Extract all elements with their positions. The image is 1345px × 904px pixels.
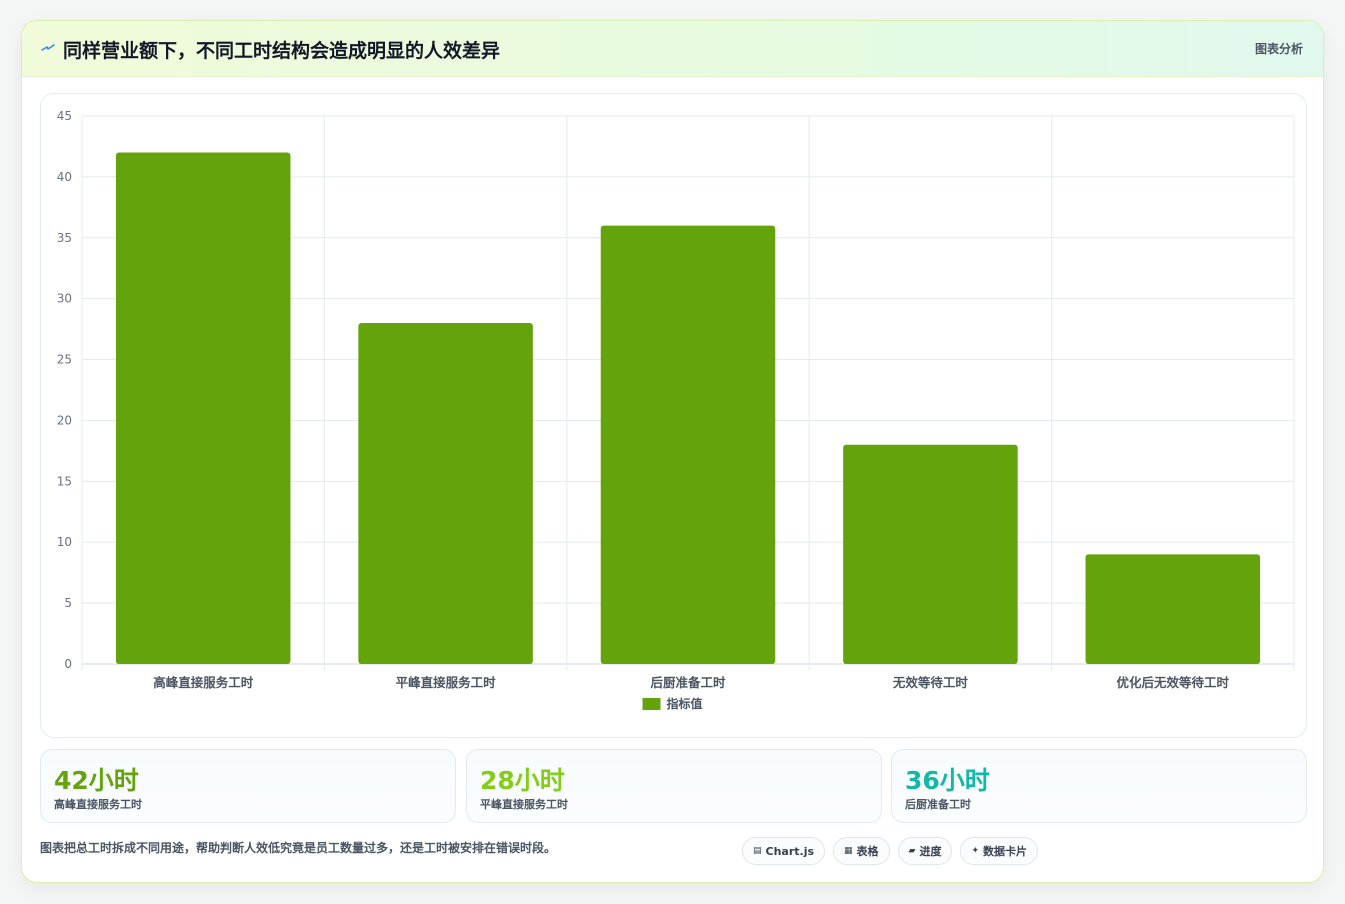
y-tick-label: 10	[57, 535, 72, 549]
chip-chartjs[interactable]: ▤ Chart.js	[742, 837, 826, 865]
bar-chart: 0 5 10 15 20 25 30 35 40 45 高峰直接服务工时 平峰直接服务工时 后厨准备工时…	[57, 109, 1295, 711]
kpi-value: 42小时	[54, 766, 139, 795]
kpi-card-offpeak: 28小时 平峰直接服务工时	[466, 749, 882, 823]
kpi-value: 28小时	[480, 766, 565, 795]
chart-icon: ▤	[753, 846, 762, 856]
x-tick-label: 优化后无效等待工时	[1117, 675, 1230, 690]
bar	[1085, 554, 1261, 664]
y-tick-label: 20	[57, 413, 72, 427]
table-icon: ▦	[844, 846, 853, 856]
x-tick-label: 平峰直接服务工时	[396, 675, 497, 690]
legend-swatch	[642, 698, 661, 710]
bar	[600, 225, 776, 664]
x-tick-label: 高峰直接服务工时	[153, 675, 254, 690]
feature-chips: ▤ Chart.js ▦ 表格 ▰ 进度 ✦ 数据卡片	[742, 837, 1039, 866]
chart-panel: 0 5 10 15 20 25 30 35 40 45 高峰直接服务工时 平峰直接服务工时 后厨准备工时…	[40, 93, 1307, 738]
kpi-label: 后厨准备工时	[905, 798, 971, 811]
y-tick-label: 5	[64, 596, 72, 610]
x-tick-label: 无效等待工时	[892, 675, 969, 690]
lightning-icon	[41, 44, 55, 51]
card-header: 同样营业额下，不同工时结构会造成明显的人效差异 图表分析	[22, 21, 1323, 77]
chip-label: 表格	[856, 845, 879, 858]
sparkle-icon: ✦	[971, 846, 980, 856]
y-tick-label: 25	[57, 353, 72, 367]
progress-icon: ▰	[908, 846, 916, 856]
y-tick-label: 0	[64, 657, 72, 671]
y-tick-label: 40	[57, 170, 72, 184]
card-title: 同样营业额下，不同工时结构会造成明显的人效差异	[63, 40, 501, 62]
kpi-label: 高峰直接服务工时	[54, 798, 142, 811]
chip-progress[interactable]: ▰ 进度	[897, 837, 953, 865]
chip-label: 数据卡片	[983, 845, 1028, 858]
y-tick-label: 15	[57, 474, 72, 488]
kpi-card-kitchen: 36小时 后厨准备工时	[891, 749, 1307, 823]
y-tick-label: 30	[57, 292, 72, 306]
bar	[358, 323, 533, 664]
header-tag: 图表分析	[1254, 42, 1303, 56]
chip-label: Chart.js	[765, 844, 815, 858]
bar	[843, 444, 1018, 664]
kpi-card-peak: 42小时 高峰直接服务工时	[40, 749, 456, 823]
chip-data-cards[interactable]: ✦ 数据卡片	[960, 837, 1039, 865]
y-tick-label: 35	[57, 231, 72, 245]
chip-label: 进度	[919, 845, 942, 858]
legend-label: 指标值	[667, 696, 703, 711]
chart-card: 同样营业额下，不同工时结构会造成明显的人效差异 图表分析 0 5 10 15 20 25 3…	[21, 20, 1324, 883]
kpi-value: 36小时	[905, 766, 990, 795]
y-tick-label: 45	[57, 109, 72, 123]
chart-footnote: 图表把总工时拆成不同用途，帮助判断人效低究竟是员工数量过多，还是工时被安排在错误…	[40, 841, 557, 855]
bar	[115, 152, 291, 664]
x-tick-label: 后厨准备工时	[650, 675, 726, 690]
chip-table[interactable]: ▦ 表格	[833, 837, 890, 865]
kpi-label: 平峰直接服务工时	[480, 798, 568, 811]
